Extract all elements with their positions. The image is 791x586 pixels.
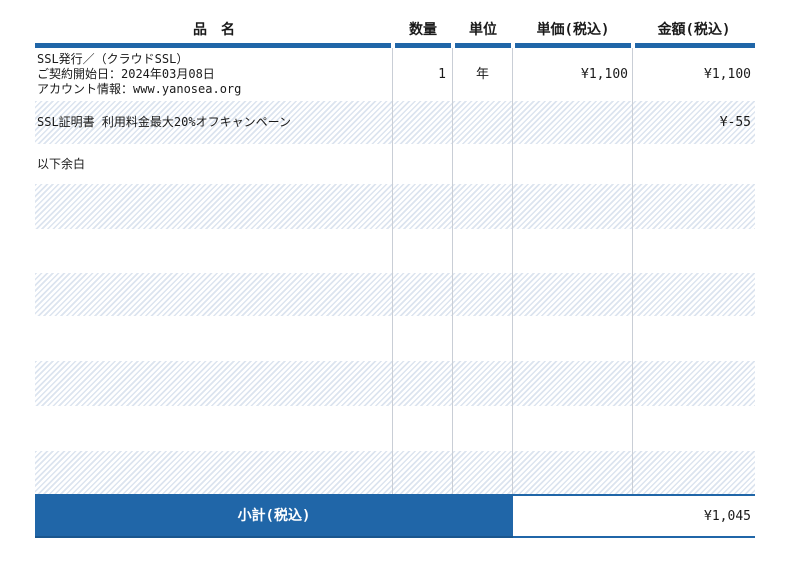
item-name-cell (35, 229, 393, 273)
amount-cell: ¥1,100 (704, 67, 751, 82)
subtotal-label: 小計(税込) (35, 494, 513, 538)
unit-price-cell (513, 101, 633, 144)
table-row-empty (35, 451, 755, 494)
item-line: SSL発行／（クラウドSSL） (37, 52, 189, 66)
item-name-cell: SSL発行／（クラウドSSL） ご契約開始日：2024年03月08日 アカウント… (35, 48, 393, 101)
unit-cell (453, 361, 513, 406)
column-header-amount: 金額(税込) (657, 22, 731, 38)
header-row: 品 名 数量 単位 単価(税込) 金額(税込) (35, 15, 755, 43)
item-name-cell (35, 316, 393, 361)
column-header-unit-price: 単価(税込) (536, 22, 610, 38)
table-row: 以下余白 (35, 144, 755, 184)
amount-cell (633, 406, 755, 451)
item-name-cell (35, 406, 393, 451)
unit-price-cell (513, 184, 633, 229)
table-row-empty (35, 361, 755, 406)
quantity-cell (393, 273, 453, 316)
amount-cell (633, 273, 755, 316)
unit-price-cell (513, 361, 633, 406)
quantity-cell: 1 (393, 48, 453, 101)
unit-cell (453, 101, 513, 144)
quantity-cell (393, 316, 453, 361)
unit-cell (453, 273, 513, 316)
table-row-empty (35, 316, 755, 361)
table-row-empty (35, 273, 755, 316)
item-line: ご契約開始日：2024年03月08日 (37, 67, 215, 81)
quantity-cell (393, 229, 453, 273)
unit-cell (453, 406, 513, 451)
subtotal-row: 小計(税込) ¥1,045 (35, 494, 755, 538)
quantity-cell (393, 361, 453, 406)
unit-cell (453, 451, 513, 494)
unit-cell (453, 316, 513, 361)
unit-price-cell (513, 229, 633, 273)
table-row: SSL証明書 利用料金最大20%オフキャンペーン ¥-55 (35, 101, 755, 144)
item-name-cell (35, 273, 393, 316)
column-header-unit: 単位 (469, 22, 497, 38)
quantity-cell (393, 406, 453, 451)
table-row-empty (35, 184, 755, 229)
header-underline-segment (455, 43, 511, 48)
unit-price-cell (513, 316, 633, 361)
unit-price-cell (513, 144, 633, 184)
column-header-qty: 数量 (409, 22, 437, 38)
item-name-cell (35, 184, 393, 229)
amount-cell (633, 451, 755, 494)
unit-price-cell (513, 273, 633, 316)
amount-cell (633, 316, 755, 361)
item-line: アカウント情報：www.yanosea.org (37, 82, 242, 96)
header-underline-segment (515, 43, 631, 48)
quantity-cell (393, 101, 453, 144)
unit-price-cell (513, 451, 633, 494)
amount-cell: ¥-55 (719, 115, 751, 130)
unit-price-cell (513, 406, 633, 451)
column-header-item: 品 名 (193, 22, 235, 38)
item-name-cell (35, 451, 393, 494)
item-name-cell: 以下余白 (35, 144, 393, 184)
unit-cell: 年 (453, 48, 513, 101)
invoice-table: 品 名 数量 単位 単価(税込) 金額(税込) SSL発行／（クラウドSSL） … (35, 15, 755, 538)
header-underline-segment (35, 43, 391, 48)
header-underline-segment (395, 43, 451, 48)
quantity-cell (393, 184, 453, 229)
table-row-empty (35, 406, 755, 451)
header-underline-segment (635, 43, 755, 48)
amount-cell (633, 144, 755, 184)
amount-cell (633, 361, 755, 406)
unit-cell (453, 184, 513, 229)
unit-price-cell: ¥1,100 (513, 48, 633, 101)
item-name-cell (35, 361, 393, 406)
quantity-cell (393, 451, 453, 494)
item-name-cell: SSL証明書 利用料金最大20%オフキャンペーン (35, 101, 393, 144)
unit-cell (453, 144, 513, 184)
table-row: SSL発行／（クラウドSSL） ご契約開始日：2024年03月08日 アカウント… (35, 48, 755, 101)
unit-cell (453, 229, 513, 273)
quantity-cell (393, 144, 453, 184)
table-row-empty (35, 229, 755, 273)
header-underline (35, 43, 755, 48)
subtotal-amount: ¥1,045 (513, 494, 755, 538)
amount-cell (633, 229, 755, 273)
amount-cell (633, 184, 755, 229)
